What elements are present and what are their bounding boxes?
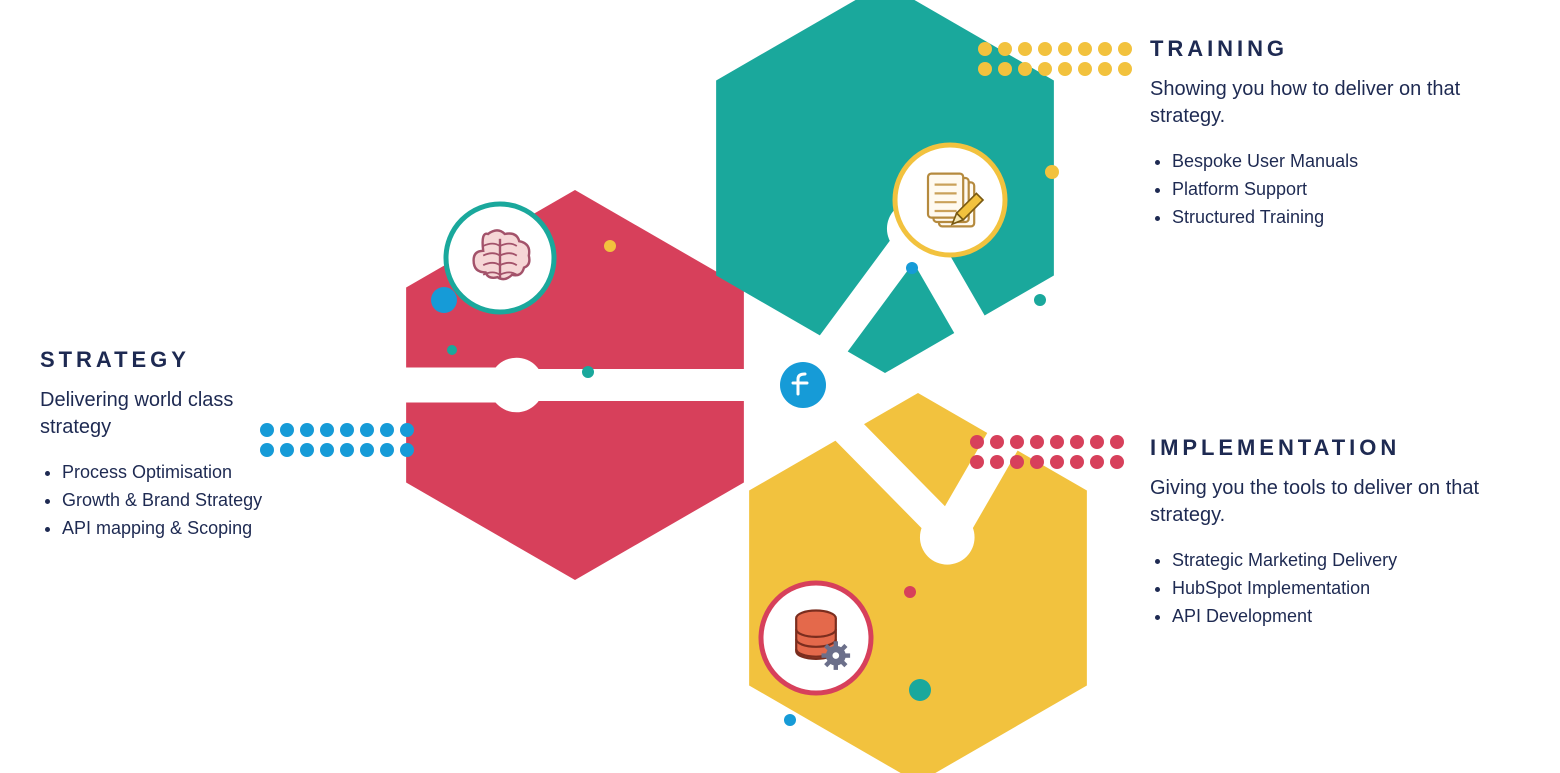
section-title: TRAINING <box>1150 36 1490 62</box>
bullet-item: Bespoke User Manuals <box>1172 148 1490 176</box>
section-implementation: IMPLEMENTATION Giving you the tools to d… <box>1150 435 1490 631</box>
dot-grid-training <box>978 42 1132 76</box>
section-subtitle: Delivering world class strategy <box>40 387 250 441</box>
bullet-item: API mapping & Scoping <box>62 515 262 543</box>
bullet-item: Platform Support <box>1172 176 1490 204</box>
bullet-item: Structured Training <box>1172 204 1490 232</box>
bullet-item: API Development <box>1172 603 1490 631</box>
section-subtitle: Giving you the tools to deliver on that … <box>1150 475 1490 529</box>
section-strategy: STRATEGY Delivering world class strategy… <box>40 347 262 543</box>
center-hub <box>775 357 831 413</box>
dot-grid-implementation <box>970 435 1124 469</box>
dot-grid-strategy <box>260 423 414 457</box>
bullet-item: HubSpot Implementation <box>1172 575 1490 603</box>
bullet-item: Process Optimisation <box>62 459 262 487</box>
section-bullets: Bespoke User Manuals Platform Support St… <box>1150 148 1490 232</box>
section-title: IMPLEMENTATION <box>1150 435 1490 461</box>
section-bullets: Process Optimisation Growth & Brand Stra… <box>40 459 262 543</box>
section-bullets: Strategic Marketing Delivery HubSpot Imp… <box>1150 547 1490 631</box>
bullet-item: Growth & Brand Strategy <box>62 487 262 515</box>
section-training: TRAINING Showing you how to deliver on t… <box>1150 36 1490 232</box>
infographic-stage: STRATEGY Delivering world class strategy… <box>0 0 1560 773</box>
bullet-item: Strategic Marketing Delivery <box>1172 547 1490 575</box>
section-title: STRATEGY <box>40 347 262 373</box>
section-subtitle: Showing you how to deliver on that strat… <box>1150 76 1490 130</box>
